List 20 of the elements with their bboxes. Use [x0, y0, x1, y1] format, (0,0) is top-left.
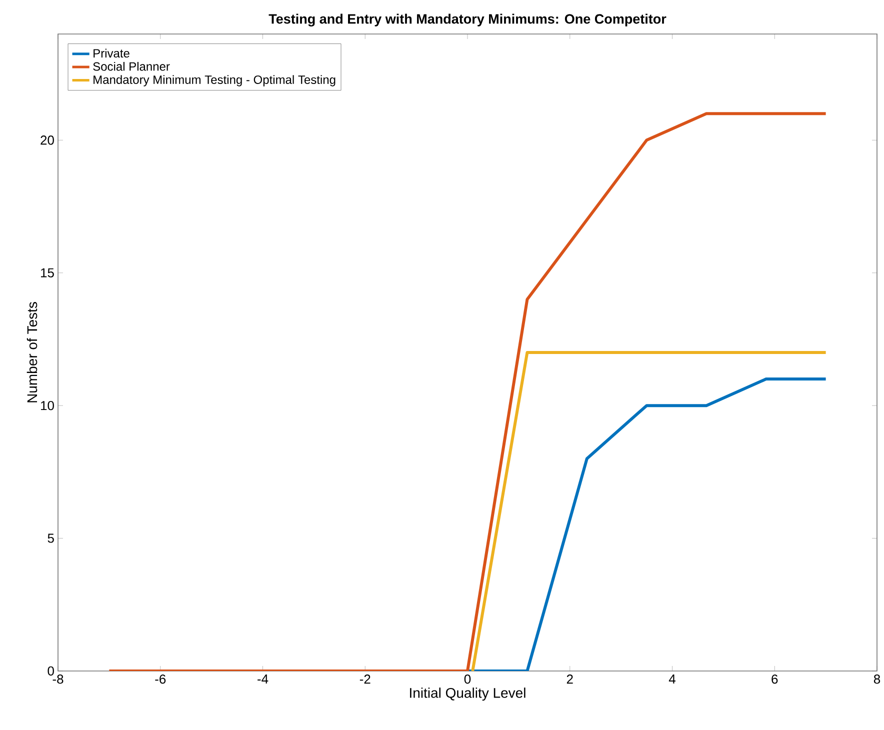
x-tick-label: -6 [155, 674, 166, 684]
x-tick-label: 2 [566, 674, 573, 684]
x-tick-label: -8 [52, 674, 64, 684]
chart-title: Testing and Entry with Mandatory Minimums: One Competitor [268, 14, 666, 26]
x-tick-label: 4 [668, 674, 676, 684]
y-tick-label: 5 [48, 534, 54, 543]
y-tick-label: 20 [40, 136, 54, 145]
x-tick-label: 6 [772, 674, 778, 684]
legend-label: Social Planner [93, 62, 170, 71]
y-tick-label: 10 [41, 400, 54, 410]
x-tick-label: 0 [464, 674, 471, 684]
x-axis-title: Initial Quality Level [410, 688, 526, 701]
y-tick-label: 0 [48, 666, 54, 676]
legend-label: Mandatory Minimum Testing - Optimal Testing [94, 75, 336, 86]
x-tick-label: 8 [874, 674, 880, 684]
y-tick-label: 15 [41, 268, 54, 278]
x-tick-label: -2 [360, 674, 370, 684]
x-tick-label: -4 [258, 674, 268, 684]
legend-label: Private [94, 48, 130, 58]
y-axis-title: Number of Tests [26, 302, 38, 402]
